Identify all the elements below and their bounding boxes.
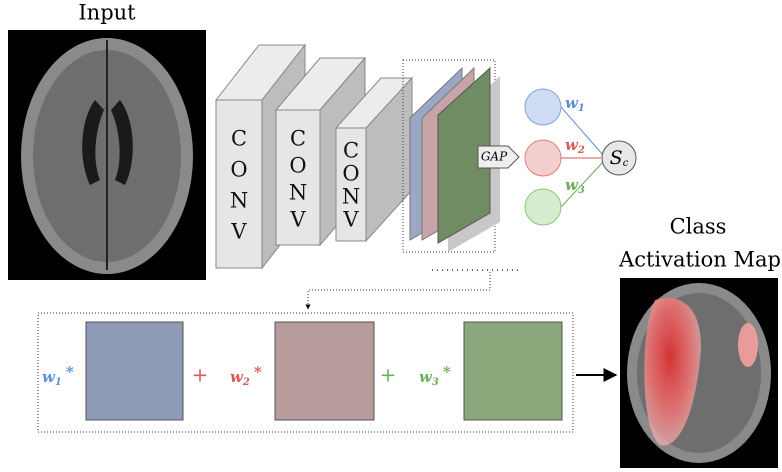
- node: [525, 140, 561, 176]
- weight-subscript: 1: [55, 377, 62, 388]
- output-label: Class: [670, 215, 727, 239]
- conv-letter: V: [342, 208, 359, 232]
- weight-term: w3 *: [419, 363, 451, 388]
- multiplier: *: [443, 363, 451, 381]
- weight-subscript: 2: [577, 145, 585, 156]
- weight-subscript: 3: [578, 185, 585, 196]
- node: [525, 89, 561, 125]
- weight-symbol: w: [565, 136, 579, 154]
- weight-label: w3: [565, 176, 585, 196]
- conv-letter: C: [343, 139, 359, 163]
- weight-term: w2 *: [230, 363, 262, 388]
- operator: +: [380, 363, 397, 387]
- conv-letter: O: [289, 154, 306, 178]
- weight-symbol: w: [230, 368, 244, 386]
- weight-symbol: w: [42, 368, 56, 386]
- weight-symbol: w: [565, 94, 579, 112]
- multiplier: *: [254, 363, 262, 381]
- conv-letter: N: [342, 185, 360, 209]
- score-subscript: c: [623, 158, 629, 169]
- dotted-arrow: [308, 272, 490, 309]
- weight-term: w1 *: [42, 363, 74, 388]
- conv-letter: O: [230, 158, 247, 182]
- score-symbol: S: [610, 147, 623, 169]
- weight-symbol: w: [565, 176, 579, 194]
- weight-subscript: 3: [432, 377, 439, 388]
- operator: +: [192, 363, 209, 387]
- conv-letter: N: [289, 181, 307, 205]
- weight-label: w1: [565, 94, 585, 114]
- feature-map: [86, 322, 183, 420]
- gap-label: GAP: [481, 150, 508, 164]
- conv-letter: V: [230, 220, 247, 244]
- output-label: Activation Map: [618, 248, 781, 272]
- conv-letter: V: [289, 208, 306, 232]
- activation-map: [620, 278, 778, 468]
- feature-map: [275, 322, 374, 420]
- diagram: Input CONVCONVCONV GAP Sc w1w2w3: [0, 0, 782, 472]
- node: [525, 189, 561, 225]
- weight-symbol: w: [419, 368, 433, 386]
- conv-letter: C: [231, 127, 247, 151]
- input-label: Input: [78, 1, 136, 25]
- multiplier: *: [66, 363, 74, 381]
- feature-map: [464, 322, 562, 420]
- conv-letter: C: [290, 127, 306, 151]
- weight-subscript: 2: [242, 377, 250, 388]
- input-image: [8, 30, 206, 280]
- conv-letter: O: [342, 162, 359, 186]
- conv-letter: N: [230, 189, 248, 213]
- weight-subscript: 1: [578, 103, 585, 114]
- weight-label: w2: [565, 136, 585, 156]
